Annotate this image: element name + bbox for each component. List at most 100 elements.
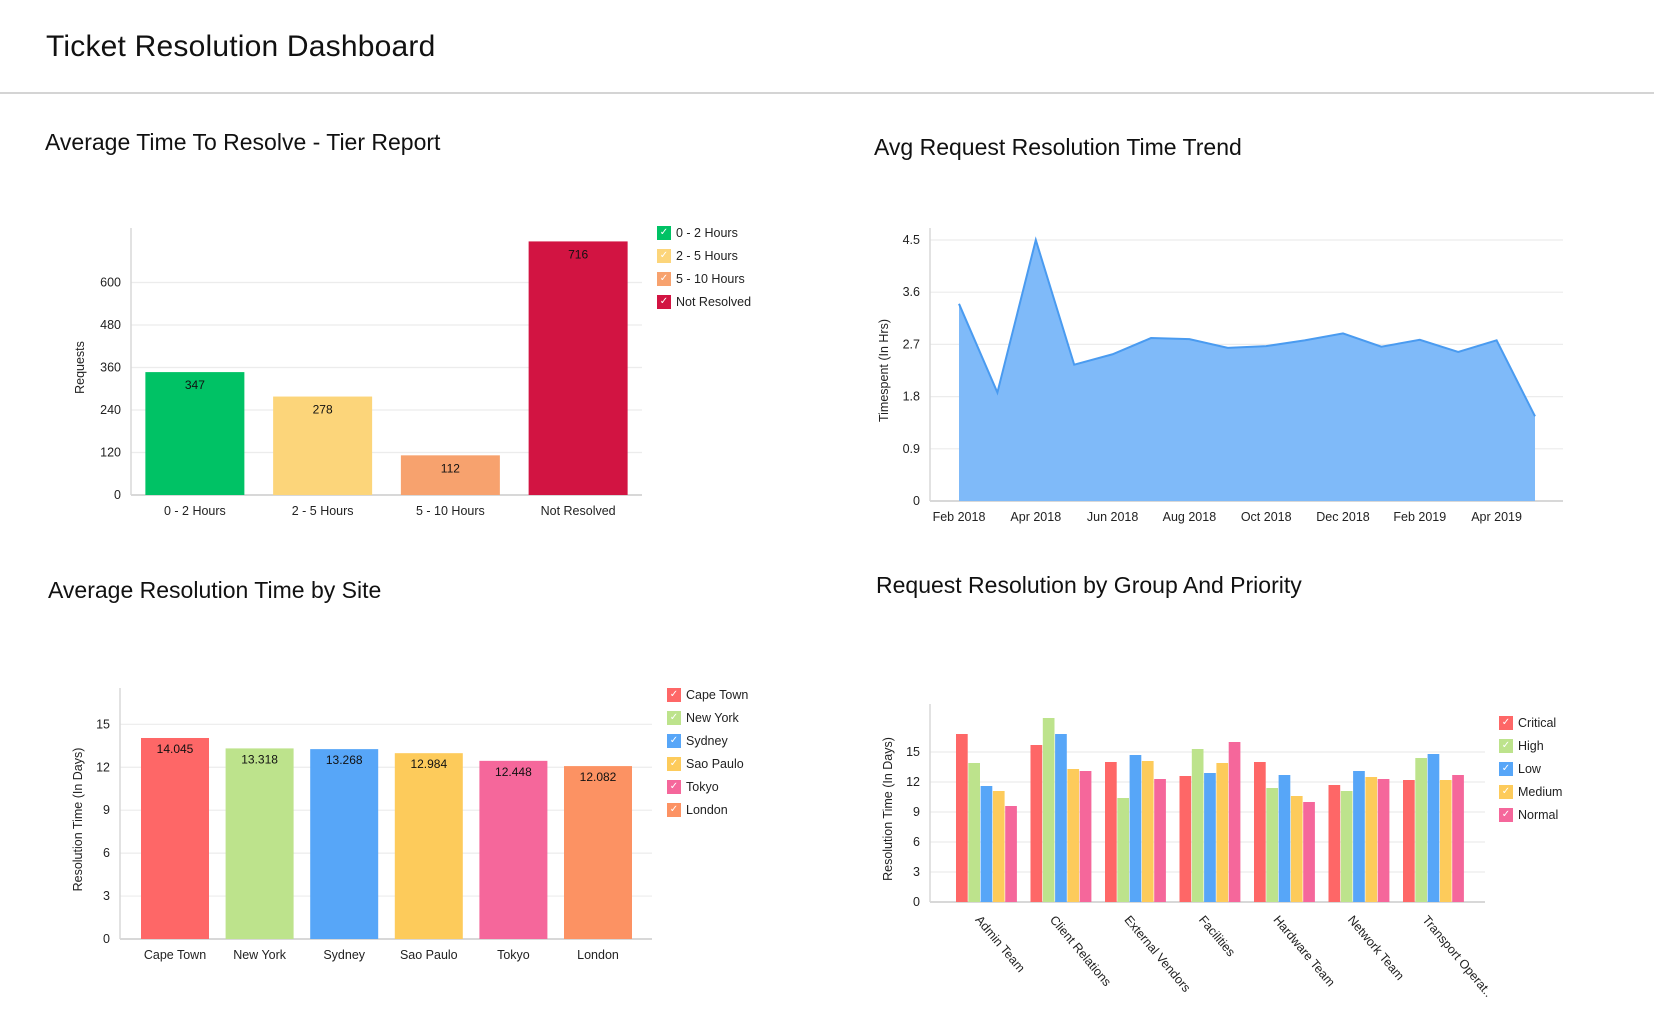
y-tick-label: 600 [100,276,121,290]
y-tick-label: 9 [913,805,920,819]
checkbox-check-icon[interactable]: ✓ [667,756,681,771]
trend-chart-title: Avg Request Resolution Time Trend [874,134,1242,160]
legend-label: Cape Town [686,687,749,702]
bar [1415,758,1427,902]
bar [1353,771,1365,902]
bar [1266,788,1278,902]
checkbox-check-icon[interactable]: ✓ [657,225,671,240]
bar [400,455,500,495]
checkbox-check-icon[interactable]: ✓ [1499,784,1513,799]
x-tick-label: 2 - 5 Hours [292,504,354,518]
y-tick-label: 12 [906,775,920,789]
page-title: Ticket Resolution Dashboard [46,30,436,63]
legend-item[interactable]: ✓ Tokyo [667,775,748,798]
x-tick-label: Tokyo [497,948,530,962]
x-tick-label: Oct 2018 [1241,510,1292,524]
bar [479,760,548,939]
bar [968,763,980,902]
data-label: 14.045 [157,742,194,756]
legend-item[interactable]: ✓ Critical [1499,711,1562,734]
checkbox-check-icon[interactable]: ✓ [667,733,681,748]
x-tick-label: Hardware Team [1270,913,1337,989]
checkbox-check-icon[interactable]: ✓ [1499,761,1513,776]
legend-label: Sao Paulo [686,756,744,771]
bar [273,396,373,495]
series-line [958,236,1536,417]
y-tick-label: 15 [96,717,110,731]
legend-item[interactable]: ✓ London [667,798,748,821]
checkbox-check-icon[interactable]: ✓ [667,802,681,817]
legend-item[interactable]: ✓ Medium [1499,780,1562,803]
legend-item[interactable]: ✓ Sao Paulo [667,752,748,775]
checkbox-check-icon[interactable]: ✓ [1499,715,1513,730]
x-tick-label: Sydney [323,948,365,962]
x-tick-label: Dec 2018 [1316,510,1370,524]
data-label: 12.082 [580,770,617,784]
checkbox-check-icon[interactable]: ✓ [1499,807,1513,822]
legend-label: 5 - 10 Hours [676,271,745,286]
legend-item[interactable]: ✓ Low [1499,757,1562,780]
checkbox-check-icon[interactable]: ✓ [1499,738,1513,753]
legend-item[interactable]: ✓ Normal [1499,803,1562,826]
data-label: 112 [441,461,460,475]
y-tick-label: 4.5 [903,233,920,247]
legend-label: High [1518,738,1544,753]
bar [310,749,379,939]
bar [145,372,245,495]
checkbox-check-icon[interactable]: ✓ [657,294,671,309]
checkbox-check-icon[interactable]: ✓ [657,271,671,286]
x-tick-label: Cape Town [144,948,206,962]
x-tick-label: External Vendors [1121,913,1193,995]
x-tick-label: Apr 2019 [1471,510,1522,524]
x-tick-label: Transport Operat.. [1419,913,1495,1000]
bar [1452,775,1464,902]
y-tick-label: 3 [913,865,920,879]
x-tick-label: New York [233,948,287,962]
legend-item[interactable]: ✓ Not Resolved [657,290,751,313]
y-axis-title: Requests [73,341,87,394]
y-tick-label: 0 [114,488,121,502]
data-label: 278 [313,403,333,417]
checkbox-check-icon[interactable]: ✓ [657,248,671,263]
bar [1403,780,1415,902]
bar [1141,761,1154,902]
area-fill [959,240,1535,501]
bar [1365,777,1378,902]
bar [1377,779,1390,902]
header-divider [0,92,1654,94]
legend-label: London [686,802,728,817]
legend-item[interactable]: ✓ 2 - 5 Hours [657,244,751,267]
bar [1154,779,1166,902]
legend-item[interactable]: ✓ Sydney [667,729,748,752]
y-tick-label: 360 [100,361,121,375]
legend-label: Low [1518,761,1541,776]
legend-item[interactable]: ✓ New York [667,706,748,729]
bar [1055,734,1067,902]
y-tick-label: 120 [100,446,121,460]
legend-item[interactable]: ✓ High [1499,734,1562,757]
legend-item[interactable]: ✓ 0 - 2 Hours [657,221,751,244]
legend-label: Normal [1518,807,1559,822]
legend-label: New York [686,710,739,725]
bar [1228,742,1241,902]
legend-item[interactable]: ✓ 5 - 10 Hours [657,267,751,290]
bar [1328,785,1341,902]
y-tick-label: 480 [100,318,121,332]
bar [1129,755,1142,902]
legend-label: Tokyo [686,779,719,794]
bar [1079,771,1092,902]
legend-label: Sydney [686,733,728,748]
bar [394,753,463,939]
legend-item[interactable]: ✓ Cape Town [667,683,748,706]
bar [1191,749,1204,902]
x-tick-label: Network Team [1345,913,1407,983]
group-legend: ✓ Critical ✓ High ✓ Low ✓ Medium ✓ Normal [1499,711,1562,826]
checkbox-check-icon[interactable]: ✓ [667,687,681,702]
y-tick-label: 1.8 [903,390,920,404]
checkbox-check-icon[interactable]: ✓ [667,710,681,725]
checkbox-check-icon[interactable]: ✓ [667,779,681,794]
y-tick-label: 0 [913,895,920,909]
legend-label: 2 - 5 Hours [676,248,738,263]
